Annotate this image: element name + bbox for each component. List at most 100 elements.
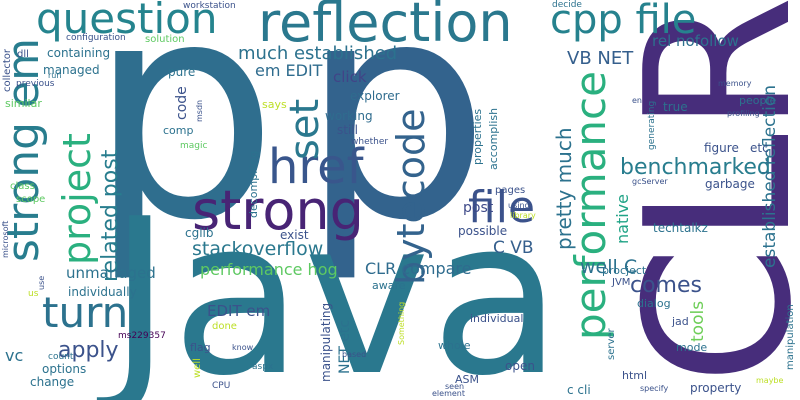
- word-ms229357: ms229357: [118, 331, 166, 341]
- word-decide: decide: [552, 0, 582, 10]
- word-clr-compare: CLR compare: [365, 259, 472, 278]
- word-class: class: [10, 181, 35, 192]
- word-set: set: [282, 98, 328, 160]
- word-mode: mode: [676, 341, 708, 354]
- word-well: well: [192, 358, 203, 378]
- word-dll: dll: [17, 49, 29, 60]
- word-asm: ASM: [455, 373, 479, 386]
- word-done: done: [212, 321, 237, 332]
- word-procject: procject: [602, 264, 647, 277]
- word-whether: whether: [351, 137, 389, 147]
- word-properties: properties: [471, 108, 484, 165]
- word-working: working: [325, 109, 373, 123]
- word-memory: memory: [718, 79, 752, 88]
- word-figure: figure: [704, 141, 739, 155]
- word-msdn: msdn: [195, 99, 204, 122]
- word-configuration: configuration: [66, 33, 126, 43]
- word-p: p: [88, 0, 279, 286]
- word-similar: similar: [5, 97, 42, 110]
- word-profiling: profiling: [727, 109, 760, 118]
- word-open: open: [505, 359, 535, 373]
- word-individually: individually: [68, 285, 137, 299]
- word-know: know: [232, 343, 254, 352]
- word-p: p: [300, 0, 491, 286]
- word-en: en: [632, 96, 642, 105]
- word-managed: managed: [43, 63, 100, 77]
- word-stackoverflow: stackoverflow: [192, 238, 324, 260]
- word-aspx: aspx: [252, 362, 274, 372]
- word-server: server: [606, 328, 617, 360]
- word-post: post: [463, 200, 494, 216]
- word-possible: possible: [458, 224, 508, 238]
- word-apply: apply: [58, 338, 119, 363]
- word-performance-hog: performance hog: [200, 260, 338, 279]
- word-based: based: [342, 350, 367, 359]
- word-vc: vc: [5, 346, 24, 365]
- word-pages: pages: [495, 185, 526, 196]
- word-etc: etc: [750, 141, 769, 155]
- word-established-reflection: established reflection: [760, 84, 780, 268]
- word-seen: seen: [445, 382, 465, 391]
- word-collector: collector: [2, 49, 13, 92]
- word-exist: exist: [280, 228, 309, 242]
- word-says: says: [262, 98, 287, 111]
- word-comes: comes: [630, 273, 702, 298]
- word-techtalkz: techtalkz: [653, 221, 708, 235]
- word-property: property: [690, 381, 742, 395]
- word-workstation: workstation: [183, 1, 236, 11]
- word-question: question: [36, 0, 218, 43]
- word-tools: tools: [688, 300, 708, 342]
- word-element: element: [432, 389, 465, 398]
- word-unmanaged: unmanaged: [66, 264, 156, 282]
- word-manipulating: manipulating: [319, 302, 333, 382]
- word-decompiling: decompiling: [247, 150, 260, 218]
- word-c-cli: c cli: [567, 383, 591, 397]
- word-people: people: [739, 94, 777, 107]
- word-click: click: [333, 68, 367, 86]
- word-vb-net: VB NET: [567, 48, 634, 69]
- word-something: Something: [397, 301, 406, 345]
- word-change: change: [30, 375, 75, 389]
- word-reflection: reflection: [258, 0, 513, 54]
- word-pretty-much: pretty much: [552, 127, 576, 251]
- word-html: html: [622, 369, 648, 382]
- word-performance: performance: [566, 71, 615, 340]
- word-aware: aware: [372, 279, 406, 292]
- word-use: use: [37, 275, 46, 290]
- word-code: code: [174, 86, 190, 120]
- word-accomplish: accomplish: [487, 107, 500, 170]
- word-whole: whole: [438, 339, 471, 352]
- word-related-post: related post: [98, 149, 123, 282]
- word-project: project: [55, 133, 99, 265]
- word-strong: strong: [192, 179, 364, 242]
- word-containing: containing: [47, 46, 111, 60]
- word-microsoft: microsoft: [1, 220, 10, 258]
- word-benchmarked: benchmarked: [620, 155, 771, 180]
- word-magic: magic: [180, 141, 208, 151]
- word-still: still: [337, 123, 358, 137]
- word-individual: individual: [470, 312, 524, 325]
- word-count: count: [48, 352, 74, 362]
- word-edit-em: EDIT em: [207, 302, 271, 320]
- word-em-edit: em EDIT: [255, 61, 323, 80]
- word-true: true: [663, 100, 688, 114]
- word-maybe: maybe: [756, 376, 784, 385]
- word-file: file: [468, 182, 536, 233]
- word-using: using: [508, 201, 530, 210]
- word-dialog: dialog: [637, 297, 671, 310]
- word-turn: turn: [42, 288, 129, 337]
- word-java: Java: [108, 172, 563, 400]
- word-comp: comp: [163, 124, 194, 137]
- word-cpp-file: cpp file: [550, 0, 697, 43]
- word-rel-nofollow: rel nofollow: [652, 32, 739, 50]
- word-cglib: cglib: [185, 226, 214, 240]
- word-generating: generating: [647, 100, 657, 150]
- word-run: run: [48, 71, 62, 80]
- word-options: options: [42, 362, 87, 376]
- word-net-etc: NET etc: [337, 319, 353, 374]
- word-native: native: [613, 194, 632, 244]
- word-explorer: explorer: [350, 89, 400, 103]
- word-pure: pure: [168, 65, 196, 79]
- word-us: us: [28, 289, 39, 299]
